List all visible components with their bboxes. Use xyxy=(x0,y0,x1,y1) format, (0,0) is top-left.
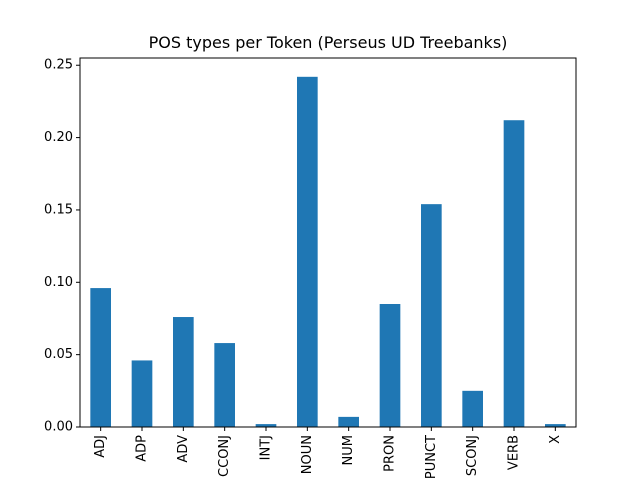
bar-noun xyxy=(297,76,318,427)
bar-adv xyxy=(173,317,194,427)
bar-x xyxy=(545,424,566,427)
y-tick-label: 0.10 xyxy=(44,275,73,290)
bar-pron xyxy=(379,304,401,427)
bar-punct xyxy=(421,204,442,427)
x-tick-label-verb: VERB xyxy=(507,435,522,470)
y-tick-label: 0.05 xyxy=(44,347,73,362)
x-tick-label-noun: NOUN xyxy=(300,435,315,474)
bar-verb xyxy=(503,120,525,428)
y-tick-label: 0.20 xyxy=(44,130,73,145)
x-axis: ADJ ADP ADV CCONJ INTJ NOUN NUM PRON PUNCT SCONJ V… xyxy=(93,427,563,479)
bar-num xyxy=(338,416,359,427)
x-tick-label-intj: INTJ xyxy=(259,435,274,460)
y-tick-label: 0.00 xyxy=(44,420,73,435)
x-tick-label-x: X xyxy=(548,435,563,444)
bar-sconj xyxy=(462,390,483,427)
x-tick-label-adp: ADP xyxy=(135,435,150,462)
x-tick-label-cconj: CCONJ xyxy=(217,435,232,477)
bar-adj xyxy=(90,288,111,427)
x-tick-label-num: NUM xyxy=(341,435,356,465)
x-tick-label-adv: ADV xyxy=(176,435,191,463)
bar-intj xyxy=(255,424,277,427)
bar-cconj xyxy=(214,343,235,427)
y-axis: 0.00 0.05 0.10 0.15 0.20 0.25 xyxy=(44,58,80,435)
x-tick-label-sconj: SCONJ xyxy=(465,435,480,476)
y-tick-label: 0.15 xyxy=(44,202,73,217)
y-tick-label: 0.25 xyxy=(44,58,73,73)
x-tick-label-adj: ADJ xyxy=(93,435,108,458)
x-tick-label-pron: PRON xyxy=(383,435,398,472)
chart-title: POS types per Token (Perseus UD Treebank… xyxy=(149,33,508,52)
plot-frame xyxy=(79,57,577,428)
bar-adp xyxy=(131,360,153,427)
x-tick-label-punct: PUNCT xyxy=(424,435,439,479)
bars-group xyxy=(90,76,566,428)
